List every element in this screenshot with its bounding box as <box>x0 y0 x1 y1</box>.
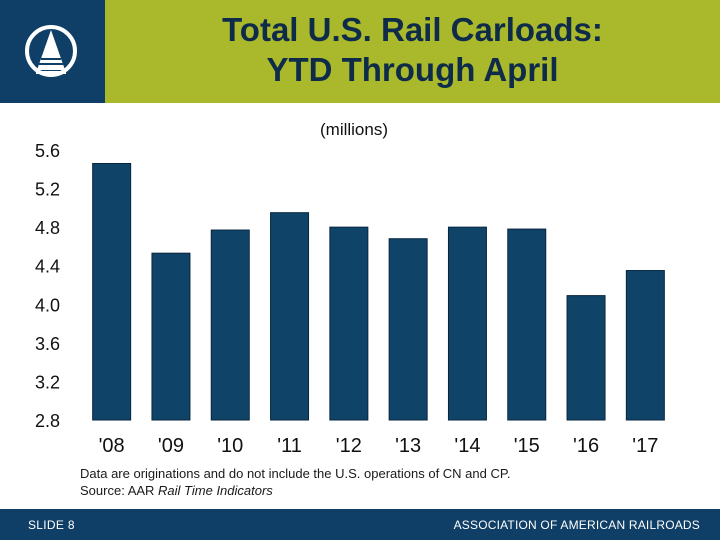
chart-subtitle: (millions) <box>320 120 388 139</box>
bar-14 <box>447 226 487 421</box>
x-tick-label: '17 <box>632 435 658 457</box>
bar-10 <box>210 229 250 421</box>
x-tick-label: '14 <box>454 435 480 457</box>
y-tick-label: 2.8 <box>35 411 60 431</box>
aar-logo-icon <box>25 25 77 77</box>
slide-number: SLIDE 8 <box>28 518 75 532</box>
y-axis-ticks: 5.6 5.2 4.8 4.4 4.0 3.6 3.2 2.8 <box>35 141 60 431</box>
bar-08 <box>92 163 132 421</box>
x-tick-label: '16 <box>573 435 599 457</box>
footer-band: SLIDE 8 ASSOCIATION OF AMERICAN RAILROAD… <box>0 509 720 540</box>
y-tick-label: 4.4 <box>35 257 60 277</box>
bar-12 <box>329 226 369 421</box>
note-line: Data are originations and do not include… <box>80 466 511 481</box>
x-axis-ticks: '08 '09 '10 '11 '12 '13 '14 '15 '16 '17 <box>99 435 659 457</box>
y-tick-label: 4.8 <box>35 218 60 238</box>
source-line: Source: AAR Rail Time Indicators <box>80 482 510 499</box>
x-tick-label: '15 <box>514 435 540 457</box>
bar-13 <box>388 238 428 421</box>
bar-11 <box>270 212 310 421</box>
title-line-2: YTD Through April <box>266 51 559 88</box>
bar-09 <box>151 252 191 421</box>
y-tick-label: 5.2 <box>35 180 60 200</box>
y-tick-label: 5.6 <box>35 141 60 161</box>
header-band <box>0 0 720 103</box>
x-tick-label: '09 <box>158 435 184 457</box>
bar-15 <box>507 228 547 421</box>
x-tick-label: '12 <box>336 435 362 457</box>
chart-note: Data are originations and do not include… <box>80 465 510 499</box>
x-tick-label: '10 <box>217 435 243 457</box>
bar-chart: 5.6 5.2 4.8 4.4 4.0 3.6 3.2 2.8 '08 '09 '10 '11 '12… <box>35 141 665 457</box>
y-tick-label: 3.2 <box>35 372 60 392</box>
x-tick-label: '11 <box>277 435 302 457</box>
logo-block <box>0 0 105 103</box>
source-title: Rail Time Indicators <box>158 483 273 498</box>
x-tick-label: '13 <box>395 435 421 457</box>
bar-16 <box>566 295 606 421</box>
page-title: Total U.S. Rail Carloads: YTD Through Ap… <box>105 10 720 90</box>
bar-17 <box>625 270 665 421</box>
y-tick-label: 3.6 <box>35 334 60 354</box>
y-tick-label: 4.0 <box>35 295 60 315</box>
title-line-1: Total U.S. Rail Carloads: <box>222 11 603 48</box>
x-tick-label: '08 <box>99 435 125 457</box>
bars <box>92 163 665 421</box>
organization-name: ASSOCIATION OF AMERICAN RAILROADS <box>453 518 700 532</box>
source-prefix: Source: AAR <box>80 483 159 498</box>
